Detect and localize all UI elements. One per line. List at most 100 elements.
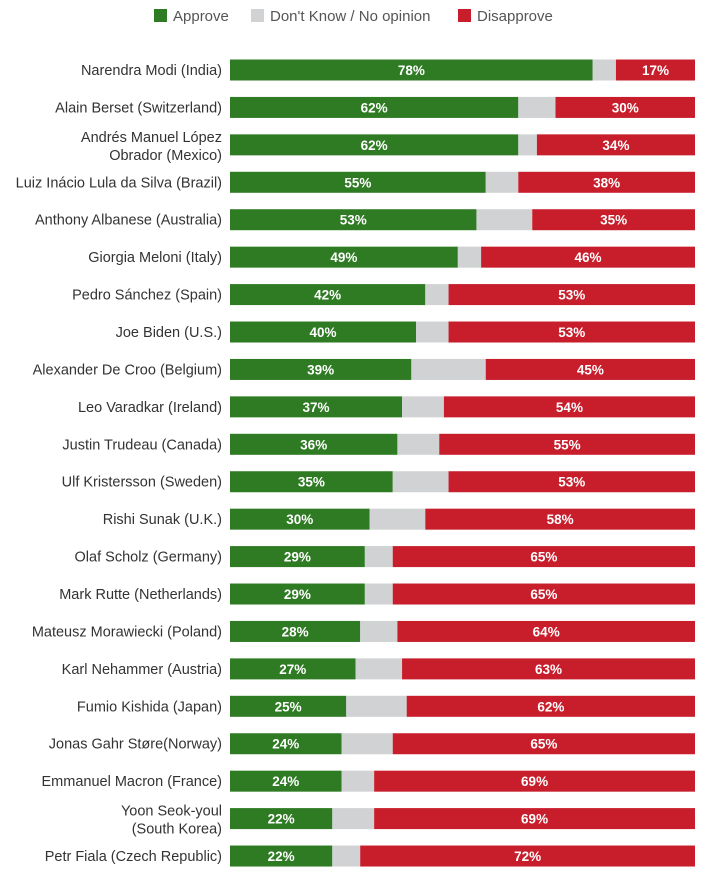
- bar-segment-approve: [230, 808, 333, 830]
- category-label: Pedro Sánchez (Spain): [72, 288, 222, 304]
- data-label-disapprove: 53%: [558, 288, 585, 303]
- data-label-approve: 40%: [309, 325, 336, 340]
- bar-row: Fumio Kishida (Japan) 25% 62%: [77, 695, 695, 717]
- category-label: Rishi Sunak (U.K.): [103, 512, 222, 528]
- bar-segment-don-t-know-no-opinion: [341, 733, 393, 755]
- bar-row: Justin Trudeau (Canada) 36% 55%: [62, 433, 695, 455]
- data-label-approve: 62%: [361, 100, 388, 115]
- bar-row: Alexander De Croo (Belgium) 39% 45%: [33, 358, 695, 380]
- category-label: Mateusz Morawiecki (Poland): [32, 624, 222, 640]
- legend-label-disapprove: Disapprove: [477, 8, 553, 25]
- bar-row: Giorgia Meloni (Italy) 49% 46%: [88, 246, 695, 268]
- data-label-disapprove: 64%: [533, 624, 560, 639]
- legend-swatch-approve: [154, 9, 167, 22]
- bar-row: Olaf Scholz (Germany) 29% 65%: [75, 546, 695, 568]
- category-label: Alexander De Croo (Belgium): [33, 362, 222, 378]
- bar-segment-approve: [230, 284, 426, 306]
- category-label-line: Rishi Sunak (U.K.): [103, 512, 222, 528]
- bar-segment-approve: [230, 396, 403, 418]
- bar-segment-don-t-know-no-opinion: [592, 59, 616, 81]
- bar-segment-don-t-know-no-opinion: [476, 209, 533, 231]
- category-label: Luiz Inácio Lula da Silva (Brazil): [16, 175, 222, 191]
- bar-segment-approve: [230, 733, 342, 755]
- bar-segment-don-t-know-no-opinion: [397, 433, 440, 455]
- bar-segment-approve: [230, 321, 416, 343]
- category-label-line: Joe Biden (U.S.): [116, 325, 222, 341]
- bar-row: Andrés Manuel López Obrador (Mexico) 62% 34…: [81, 130, 695, 164]
- bar-segment-approve: [230, 433, 398, 455]
- bar-segment-approve: [230, 583, 365, 605]
- bar-segment-don-t-know-no-opinion: [485, 171, 519, 193]
- category-label-line: Mark Rutte (Netherlands): [59, 587, 222, 603]
- data-label-approve: 29%: [284, 550, 311, 565]
- bar-row: Luiz Inácio Lula da Silva (Brazil) 55% 38%: [16, 171, 695, 193]
- category-label-line: Obrador (Mexico): [109, 148, 222, 164]
- bar-segment-don-t-know-no-opinion: [457, 246, 482, 268]
- bar-segment-approve: [230, 134, 519, 156]
- category-label-line: Narendra Modi (India): [81, 63, 222, 79]
- category-label: Jonas Gahr Støre(Norway): [49, 737, 222, 753]
- category-label: Anthony Albanese (Australia): [35, 213, 222, 229]
- bar-row: Alain Berset (Switzerland) 62% 30%: [55, 96, 695, 118]
- data-label-disapprove: 34%: [602, 138, 629, 153]
- bar-segment-don-t-know-no-opinion: [332, 808, 375, 830]
- data-label-approve: 39%: [307, 362, 334, 377]
- category-label-line: Jonas Gahr Støre(Norway): [49, 737, 222, 753]
- bar-row: Rishi Sunak (U.K.) 30% 58%: [103, 508, 695, 530]
- data-label-disapprove: 53%: [558, 325, 585, 340]
- bar-segment-approve: [230, 620, 361, 642]
- category-label: Andrés Manuel López Obrador (Mexico): [81, 130, 222, 164]
- category-label-line: Anthony Albanese (Australia): [35, 213, 222, 229]
- bar-row: Karl Nehammer (Austria) 27% 63%: [62, 658, 695, 680]
- bar-segment-disapprove: [402, 658, 695, 680]
- bar-segment-disapprove: [397, 620, 695, 642]
- bar-segment-disapprove: [448, 321, 695, 343]
- bar-segment-disapprove: [360, 845, 695, 867]
- category-label: Leo Varadkar (Ireland): [78, 400, 222, 416]
- category-label: Justin Trudeau (Canada): [62, 437, 222, 453]
- data-label-approve: 28%: [282, 624, 309, 639]
- category-label-line: Petr Fiala (Czech Republic): [45, 849, 222, 865]
- bar-segment-disapprove: [374, 808, 695, 830]
- category-label-line: Alexander De Croo (Belgium): [33, 362, 222, 378]
- data-label-disapprove: 69%: [521, 774, 548, 789]
- bar-segment-disapprove: [518, 171, 695, 193]
- bar-segment-don-t-know-no-opinion: [518, 96, 556, 118]
- data-label-approve: 36%: [300, 437, 327, 452]
- bar-segment-disapprove: [536, 134, 695, 156]
- bar-row: Narendra Modi (India) 78% 17%: [81, 59, 695, 81]
- data-label-disapprove: 38%: [593, 175, 620, 190]
- category-label-line: Olaf Scholz (Germany): [75, 550, 222, 566]
- bar-row: Leo Varadkar (Ireland) 37% 54%: [78, 396, 695, 418]
- bar-segment-don-t-know-no-opinion: [355, 658, 403, 680]
- category-label: Fumio Kishida (Japan): [77, 699, 222, 715]
- bar-segment-disapprove: [406, 695, 695, 717]
- data-label-disapprove: 45%: [577, 362, 604, 377]
- data-label-approve: 78%: [398, 63, 425, 78]
- legend-label-approve: Approve: [173, 8, 229, 25]
- bar-segment-don-t-know-no-opinion: [416, 321, 449, 343]
- bar-segment-disapprove: [425, 508, 695, 530]
- bar-row: Emmanuel Macron (France) 24% 69%: [42, 770, 695, 792]
- bar-segment-disapprove: [532, 209, 695, 231]
- data-label-approve: 49%: [330, 250, 357, 265]
- category-label: Giorgia Meloni (Italy): [88, 250, 222, 266]
- bar-segment-disapprove: [439, 433, 695, 455]
- bar-segment-disapprove: [481, 246, 695, 268]
- bar-row: Mateusz Morawiecki (Poland) 28% 64%: [32, 620, 695, 642]
- bar-row: Pedro Sánchez (Spain) 42% 53%: [72, 284, 695, 306]
- category-label-line: Mateusz Morawiecki (Poland): [32, 624, 222, 640]
- bar-segment-approve: [230, 171, 486, 193]
- category-label-line: Pedro Sánchez (Spain): [72, 288, 222, 304]
- data-label-disapprove: 65%: [530, 587, 557, 602]
- bar-segment-don-t-know-no-opinion: [346, 695, 407, 717]
- legend: Approve Don't Know / No opinion Disapprove: [154, 8, 553, 25]
- data-label-disapprove: 69%: [521, 812, 548, 827]
- bar-segment-approve: [230, 546, 365, 568]
- category-label: Yoon Seok-youl (South Korea): [121, 804, 222, 838]
- category-label-line: Emmanuel Macron (France): [42, 774, 223, 790]
- bar-segment-approve: [230, 209, 477, 231]
- bar-row: Yoon Seok-youl (South Korea) 22% 69%: [121, 804, 695, 838]
- data-label-disapprove: 58%: [547, 512, 574, 527]
